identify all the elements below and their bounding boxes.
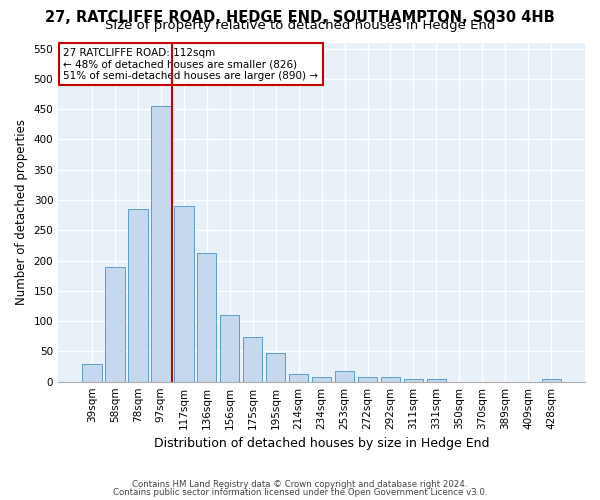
Bar	[128, 209, 148, 382]
Bar	[427, 380, 446, 382]
Text: 27 RATCLIFFE ROAD: 112sqm
← 48% of detached houses are smaller (826)
51% of semi: 27 RATCLIFFE ROAD: 112sqm ← 48% of detac…	[64, 48, 319, 81]
Text: Contains HM Land Registry data © Crown copyright and database right 2024.: Contains HM Land Registry data © Crown c…	[132, 480, 468, 489]
Bar	[105, 266, 125, 382]
Bar	[542, 378, 561, 382]
Text: Contains public sector information licensed under the Open Government Licence v3: Contains public sector information licen…	[113, 488, 487, 497]
Text: 27, RATCLIFFE ROAD, HEDGE END, SOUTHAMPTON, SO30 4HB: 27, RATCLIFFE ROAD, HEDGE END, SOUTHAMPT…	[45, 10, 555, 25]
Bar	[404, 378, 423, 382]
Bar	[151, 106, 170, 382]
Bar	[82, 364, 101, 382]
Bar	[335, 371, 355, 382]
Bar	[174, 206, 194, 382]
Bar	[289, 374, 308, 382]
Bar	[243, 337, 262, 382]
Y-axis label: Number of detached properties: Number of detached properties	[15, 119, 28, 305]
Bar	[266, 353, 286, 382]
Bar	[312, 377, 331, 382]
Bar	[381, 377, 400, 382]
Bar	[197, 254, 217, 382]
X-axis label: Distribution of detached houses by size in Hedge End: Distribution of detached houses by size …	[154, 437, 490, 450]
Text: Size of property relative to detached houses in Hedge End: Size of property relative to detached ho…	[105, 19, 495, 32]
Bar	[220, 315, 239, 382]
Bar	[358, 378, 377, 382]
